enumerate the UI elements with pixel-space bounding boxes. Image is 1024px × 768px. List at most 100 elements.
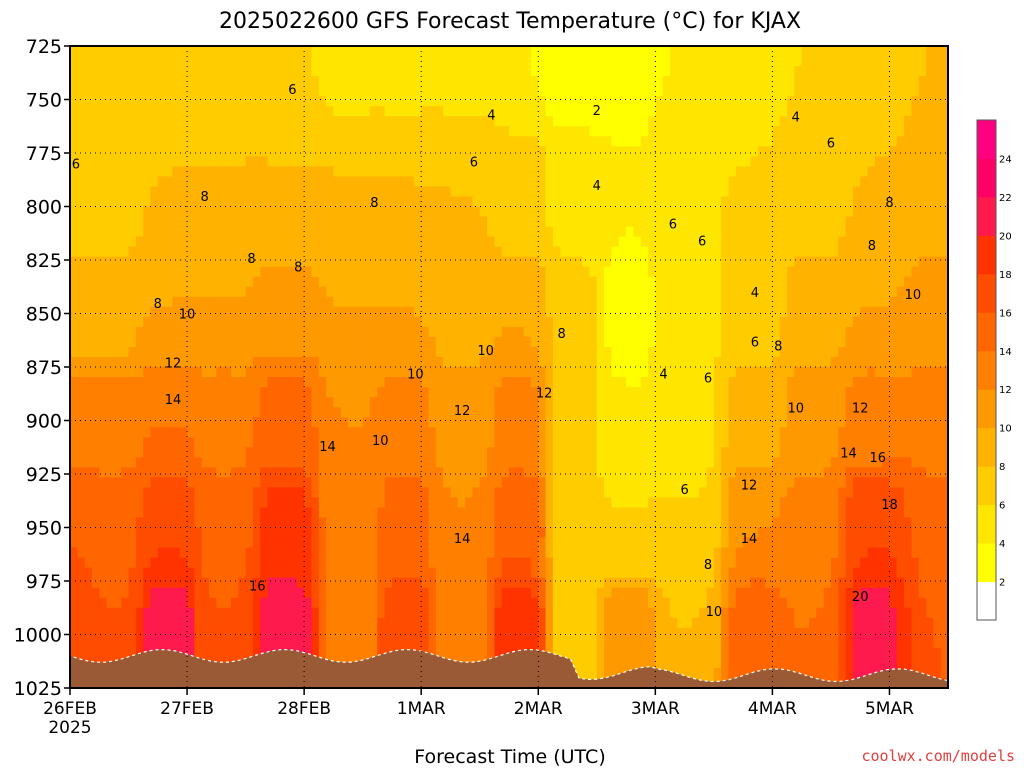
temperature-cell xyxy=(165,276,174,288)
temperature-cell xyxy=(428,417,437,428)
temperature-cell xyxy=(201,647,210,659)
temperature-cell xyxy=(589,547,598,559)
temperature-cell xyxy=(70,206,78,218)
temperature-cell xyxy=(560,316,569,328)
temperature-cell xyxy=(413,106,422,117)
temperature-cell xyxy=(209,136,217,147)
temperature-cell xyxy=(377,306,386,318)
temperature-cell xyxy=(443,106,452,117)
temperature-cell xyxy=(326,367,334,378)
temperature-cell xyxy=(626,236,634,248)
temperature-cell xyxy=(406,126,415,137)
temperature-cell xyxy=(567,206,576,218)
temperature-cell xyxy=(377,427,386,438)
temperature-cell xyxy=(487,76,495,87)
temperature-cell xyxy=(509,417,517,428)
temperature-cell xyxy=(91,637,100,649)
temperature-cell xyxy=(369,377,378,388)
temperature-cell xyxy=(172,367,181,378)
temperature-cell xyxy=(574,326,583,338)
temperature-cell xyxy=(552,276,561,288)
temperature-cell xyxy=(545,216,554,228)
temperature-cell xyxy=(596,577,605,589)
temperature-cell xyxy=(135,326,144,338)
temperature-cell xyxy=(604,236,613,248)
temperature-cell xyxy=(223,126,232,137)
temperature-cell xyxy=(70,537,78,549)
temperature-cell xyxy=(70,387,78,398)
temperature-cell xyxy=(574,256,583,268)
temperature-cell xyxy=(267,186,276,198)
temperature-cell xyxy=(369,286,378,298)
temperature-cell xyxy=(318,487,327,499)
temperature-cell xyxy=(340,587,349,599)
temperature-cell xyxy=(99,66,108,77)
temperature-cell xyxy=(348,577,356,589)
temperature-cell xyxy=(435,296,444,308)
temperature-cell xyxy=(326,246,334,258)
temperature-cell xyxy=(172,617,181,629)
temperature-cell xyxy=(443,567,452,579)
temperature-cell xyxy=(391,346,400,358)
temperature-cell xyxy=(333,627,342,639)
temperature-cell xyxy=(113,146,122,157)
temperature-cell xyxy=(362,236,371,248)
temperature-cell xyxy=(355,186,364,198)
temperature-cell xyxy=(530,136,539,147)
temperature-cell xyxy=(348,136,356,147)
temperature-cell xyxy=(384,66,393,77)
temperature-cell xyxy=(267,607,276,619)
temperature-cell xyxy=(194,116,203,127)
temperature-cell xyxy=(487,447,495,458)
temperature-cell xyxy=(626,126,634,137)
temperature-cell xyxy=(611,567,620,579)
temperature-cell xyxy=(582,66,591,77)
temperature-cell xyxy=(596,126,605,137)
temperature-cell xyxy=(560,106,569,117)
temperature-cell xyxy=(596,286,605,298)
temperature-cell xyxy=(487,156,495,167)
temperature-cell xyxy=(106,547,115,559)
temperature-cell xyxy=(282,146,291,157)
temperature-cell xyxy=(487,477,495,488)
temperature-cell xyxy=(362,96,371,107)
temperature-cell xyxy=(165,46,174,57)
temperature-cell xyxy=(84,387,93,398)
temperature-cell xyxy=(84,537,93,549)
temperature-cell xyxy=(128,66,137,77)
temperature-cell xyxy=(501,457,510,468)
temperature-cell xyxy=(567,367,576,378)
temperature-cell xyxy=(113,637,122,649)
temperature-cell xyxy=(399,517,408,529)
temperature-cell xyxy=(326,266,334,278)
temperature-cell xyxy=(143,56,152,67)
temperature-cell xyxy=(77,537,86,549)
temperature-cell xyxy=(552,356,561,368)
temperature-cell xyxy=(552,226,561,238)
temperature-cell xyxy=(472,306,481,318)
temperature-cell xyxy=(479,437,488,448)
temperature-cell xyxy=(618,206,627,218)
temperature-cell xyxy=(560,326,569,338)
temperature-cell xyxy=(450,146,459,157)
temperature-cell xyxy=(165,417,174,428)
temperature-cell xyxy=(91,266,100,278)
temperature-cell xyxy=(121,86,130,97)
temperature-cell xyxy=(545,487,554,499)
temperature-cell xyxy=(428,266,437,278)
temperature-cell xyxy=(633,56,642,67)
temperature-cell xyxy=(582,567,591,579)
temperature-cell xyxy=(238,637,247,649)
temperature-cell xyxy=(479,326,488,338)
temperature-cell xyxy=(128,306,137,318)
temperature-cell xyxy=(611,326,620,338)
temperature-cell xyxy=(509,256,517,268)
temperature-cell xyxy=(355,266,364,278)
temperature-cell xyxy=(545,176,554,188)
temperature-cell xyxy=(589,56,598,67)
temperature-cell xyxy=(340,136,349,147)
temperature-cell xyxy=(487,106,495,117)
temperature-cell xyxy=(523,417,532,428)
temperature-cell xyxy=(194,336,203,348)
temperature-cell xyxy=(274,256,283,268)
